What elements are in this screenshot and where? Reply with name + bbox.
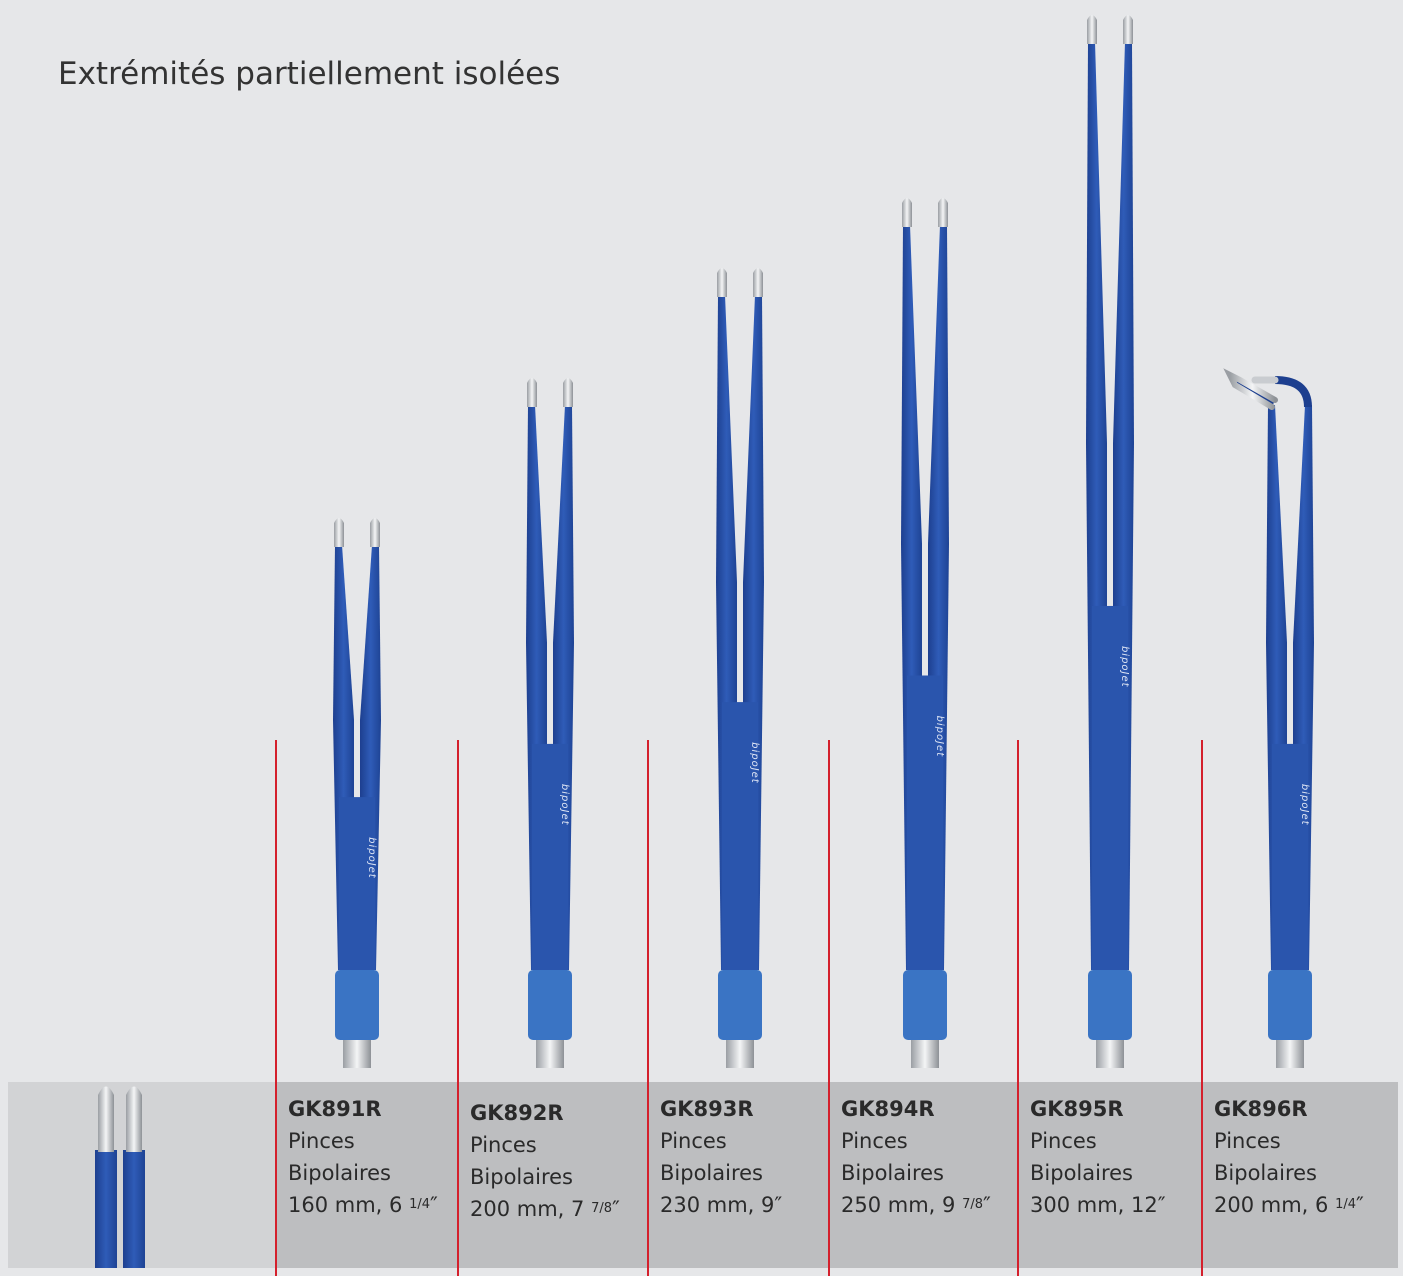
grip [1272,743,1308,970]
plug [1276,1040,1304,1068]
tip [938,198,948,227]
product-name: Bipolaires [660,1161,763,1185]
size-unit: ″ [1356,1193,1364,1217]
plug [726,1040,754,1068]
tip [1274,376,1312,408]
plug [343,1040,371,1068]
size-unit: ″ [430,1193,438,1217]
size-unit: ″ [774,1193,782,1217]
brand-mark: bipoJet [366,837,377,879]
product-size: 200 mm, 7 7/8″ [470,1197,620,1221]
tip-detail [95,1086,145,1268]
product-code: GK891R [288,1097,382,1121]
size-fraction: 1/4 [409,1197,430,1212]
product-code: GK896R [1214,1097,1308,1121]
forceps: bipoJet [901,198,949,1068]
connector [335,970,379,1040]
grip [339,797,375,970]
size-text: 200 mm, 6 [1214,1193,1335,1217]
size-text: 230 mm, 9 [660,1193,774,1217]
product-name: Bipolaires [288,1161,391,1185]
product-code: GK895R [1030,1097,1124,1121]
product-name: Bipolaires [1030,1161,1133,1185]
size-fraction: 7/8 [962,1197,983,1212]
forceps: bipoJet [1086,15,1134,1068]
tip [717,268,727,297]
product-name: Pinces [1030,1129,1097,1153]
forceps: bipoJet [716,268,764,1068]
product: bipoJet GK891R Pinces Bipolaires 160 mm, 6 1… [275,518,438,1276]
size-unit: ″ [612,1197,620,1221]
tip [1123,15,1133,44]
size-text: 300 mm, 12 [1030,1193,1158,1217]
tip [1087,15,1097,44]
size-unit: ″ [983,1193,991,1217]
forceps: bipoJet [333,518,381,1068]
brand-mark: bipoJet [934,716,945,758]
product-size: 200 mm, 6 1/4″ [1214,1193,1364,1217]
tip [563,378,573,407]
tip [1223,368,1278,410]
forceps: bipoJet [526,378,574,1068]
plug [1096,1040,1124,1068]
product-name: Bipolaires [841,1161,944,1185]
product-size: 300 mm, 12″ [1030,1193,1166,1217]
size-text: 250 mm, 9 [841,1193,962,1217]
plug [536,1040,564,1068]
product: bipoJet GK893R Pinces Bipolaires 230 mm, 9″ [647,268,782,1276]
grip [907,675,943,970]
connector [718,970,762,1040]
product-name: Pinces [288,1129,355,1153]
connector [528,970,572,1040]
grip [722,702,758,970]
product-name: Bipolaires [1214,1161,1317,1185]
tip [902,198,912,227]
size-fraction: 7/8 [591,1201,612,1216]
product-name: Pinces [841,1129,908,1153]
tip [753,268,763,297]
product: bipoJet GK892R Pinces Bipolaires 200 mm, 7 7… [457,378,620,1276]
tip [334,518,344,547]
product-name: Pinces [470,1133,537,1157]
products: bipoJet GK891R Pinces Bipolaires 160 mm, 6 1… [275,15,1364,1276]
product-name: Pinces [660,1129,727,1153]
product-code: GK893R [660,1097,754,1121]
grip [532,743,568,970]
tip [527,378,537,407]
product-name: Pinces [1214,1129,1281,1153]
size-text: 160 mm, 6 [288,1193,409,1217]
product-size: 160 mm, 6 1/4″ [288,1193,438,1217]
size-text: 200 mm, 7 [470,1197,591,1221]
brand-mark: bipoJet [1299,784,1310,826]
grip [1092,605,1128,970]
product-name: Bipolaires [470,1165,573,1189]
product: bipoJet GK896R Pinces Bipolaires 200 mm, 6 1… [1201,368,1364,1276]
connector [903,970,947,1040]
product: bipoJet GK894R Pinces Bipolaires 250 mm, 9 7… [828,198,991,1276]
brand-mark: bipoJet [749,742,760,784]
product-code: GK894R [841,1097,935,1121]
product-code: GK892R [470,1101,564,1125]
product-size: 230 mm, 9″ [660,1193,782,1217]
brand-mark: bipoJet [559,784,570,826]
connector [1088,970,1132,1040]
size-fraction: 1/4 [1335,1197,1356,1212]
connector [1268,970,1312,1040]
tip [370,518,380,547]
product-size: 250 mm, 9 7/8″ [841,1193,991,1217]
size-unit: ″ [1158,1193,1166,1217]
title: Extrémités partiellement isolées [58,56,560,92]
forceps: bipoJet [1223,368,1314,1068]
plug [911,1040,939,1068]
product: bipoJet GK895R Pinces Bipolaires 300 mm, 12″ [1017,15,1166,1276]
brand-mark: bipoJet [1119,646,1130,688]
